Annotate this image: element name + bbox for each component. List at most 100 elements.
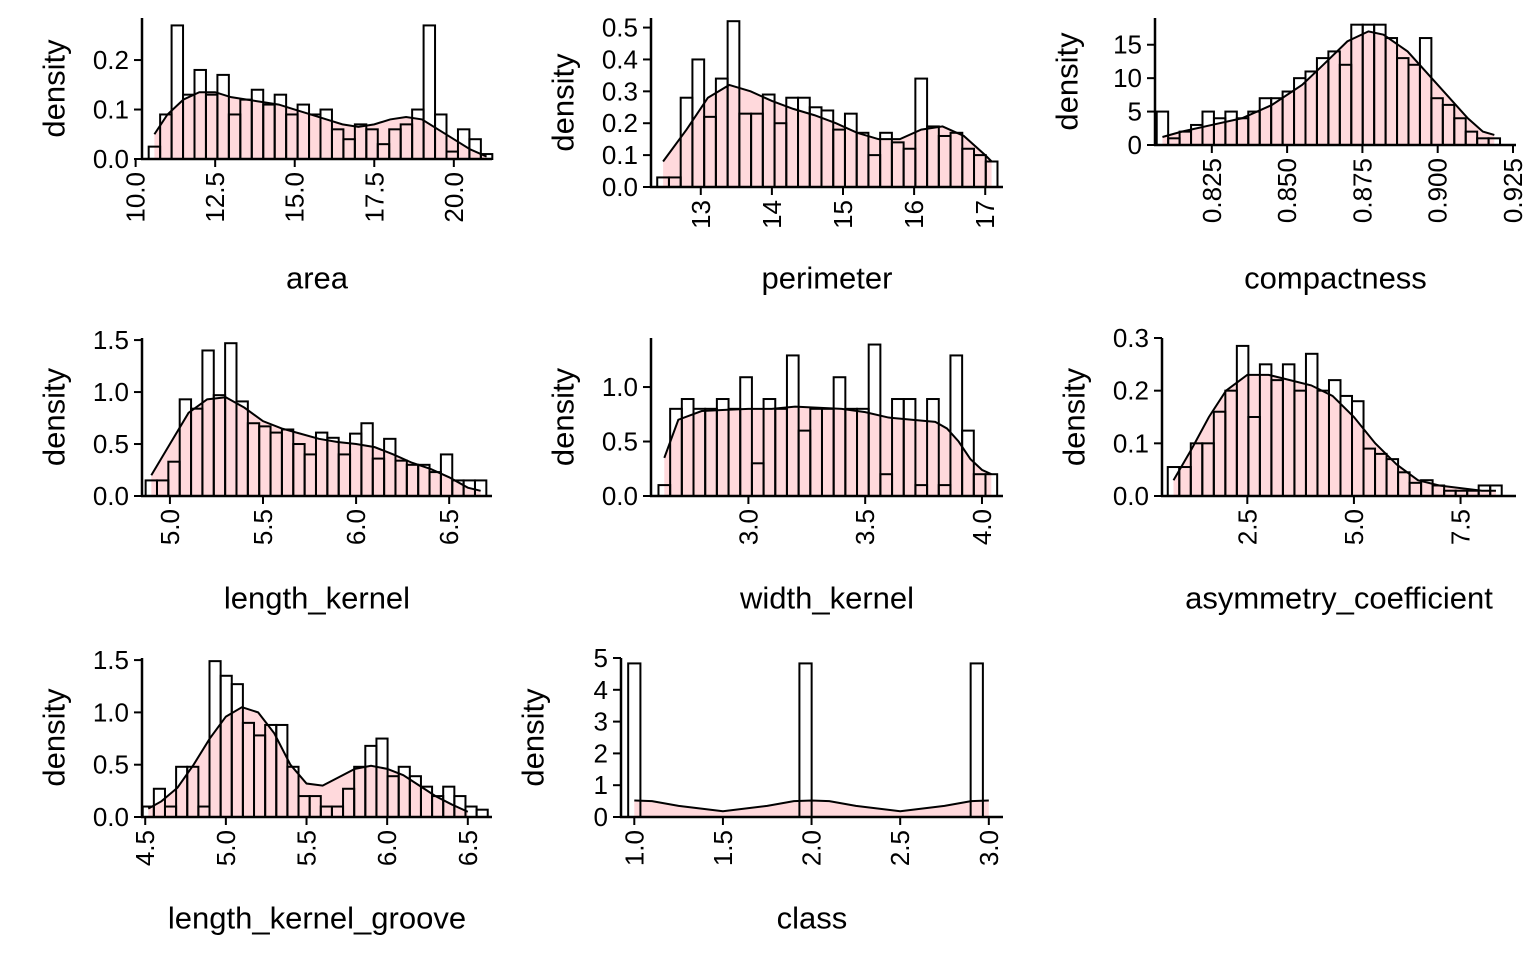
y-tick-label: 0.0: [93, 481, 129, 511]
histogram-bar: [405, 463, 420, 498]
histogram-bar: [163, 805, 178, 818]
histogram-bar: [798, 662, 813, 818]
density-curve: [1172, 373, 1496, 492]
x-tick-label: 6.5: [434, 509, 464, 545]
histogram-bar: [394, 459, 408, 498]
histogram-bar: [797, 429, 812, 497]
x-tick-label: 1.5: [708, 830, 738, 866]
histogram-bar: [371, 457, 386, 497]
x-tick-label: 5.0: [155, 509, 185, 545]
histogram-bar: [1384, 37, 1399, 146]
histogram-bar: [692, 407, 707, 497]
histogram-bar: [342, 138, 356, 161]
x-tick-label: 14: [757, 200, 787, 229]
x-tick-label: 2.5: [885, 830, 915, 866]
density-curve: [1162, 30, 1495, 138]
x-tick-label: 0.875: [1347, 158, 1377, 223]
histogram-bar: [1247, 416, 1261, 497]
histogram-bar: [375, 737, 389, 818]
histogram-bar: [364, 744, 378, 818]
histogram-bar: [422, 24, 437, 161]
x-axis-title: class: [777, 901, 848, 936]
density-area: [1173, 374, 1496, 496]
histogram-bar: [246, 422, 261, 497]
histogram-bar: [326, 436, 340, 498]
panel-width_kernel: 0.0 0.5 1.0 3.0 3.5 4.0 density width_kernel: [546, 338, 1003, 616]
histogram-bar: [219, 674, 233, 819]
y-tick-label: 0.0: [602, 481, 638, 511]
y-tick-label: 0.4: [602, 44, 638, 74]
histogram-bar: [1189, 442, 1204, 497]
histogram-bar: [456, 128, 471, 161]
x-tick-label: 0.925: [1498, 158, 1528, 223]
y-tick-label: 15: [1113, 30, 1142, 60]
density-curve: [634, 799, 989, 813]
panel-length_kernel: 0.0 0.5 1.0 1.5 5.0 5.5 6.0 6.5 density length_ke…: [37, 325, 492, 616]
histogram-bar: [204, 93, 219, 160]
histogram-bar: [727, 407, 742, 497]
histogram-bar: [201, 349, 215, 497]
y-tick-label: 1.0: [602, 372, 638, 402]
histogram-bar: [949, 131, 964, 188]
histogram-bar: [914, 77, 929, 188]
histogram-bar: [1338, 63, 1353, 146]
x-tick-label: 13: [686, 200, 716, 229]
histogram-bar: [762, 398, 777, 497]
histogram-bar: [1281, 363, 1296, 497]
histogram-bar: [926, 398, 940, 497]
x-tick-label: 0.825: [1197, 158, 1227, 223]
y-tick-label: 0.0: [93, 802, 129, 832]
histogram-bar: [147, 145, 162, 161]
histogram-bar: [1155, 110, 1170, 146]
y-tick-label: 0.2: [1113, 376, 1149, 406]
histogram-bar: [1407, 63, 1421, 146]
histogram-bar: [286, 765, 300, 818]
x-axis-title: compactness: [1244, 261, 1427, 296]
x-tick-label: 12.5: [200, 172, 230, 223]
density-curve: [150, 396, 481, 492]
histogram-bar: [262, 103, 276, 160]
y-tick-label: 0.2: [93, 45, 129, 75]
histogram-bar: [961, 429, 975, 497]
histogram-bar: [1441, 103, 1456, 146]
y-tick-label: 0.0: [1113, 481, 1149, 511]
histogram-bar: [1212, 410, 1227, 498]
histogram-bar: [926, 125, 940, 188]
x-tick-label: 3.5: [850, 509, 880, 545]
panel-area: 0.0 0.1 0.2 10.0 12.5 15.0 17.5 20.0 density area: [37, 18, 494, 296]
histogram-bar: [761, 93, 776, 188]
x-tick-label: 20.0: [439, 172, 469, 223]
y-axis-title: density: [37, 367, 72, 466]
histogram-bar: [703, 115, 717, 188]
y-tick-label: 1.5: [93, 645, 129, 675]
y-axis-title: density: [546, 367, 581, 466]
histogram-bar: [809, 407, 823, 497]
histogram-bar: [330, 128, 345, 161]
histogram-bar: [224, 342, 238, 498]
histogram-bar: [774, 407, 788, 497]
histogram-bar: [253, 734, 267, 818]
y-tick-label: 1.0: [93, 377, 129, 407]
x-tick-label: 5.5: [248, 509, 278, 545]
y-tick-label: 0.1: [1113, 428, 1149, 458]
histogram-bar: [342, 787, 356, 819]
histogram-bar: [1453, 117, 1467, 147]
histogram-bar: [258, 425, 272, 497]
x-tick-label: 6.0: [372, 830, 402, 866]
histogram-bar: [1224, 389, 1238, 498]
histogram-bar: [178, 398, 193, 497]
histogram-bar: [330, 805, 345, 818]
density-area: [664, 406, 992, 496]
histogram-bar: [739, 376, 753, 498]
histogram-bar: [1247, 110, 1261, 146]
histogram-bar: [808, 106, 823, 188]
histogram-bar: [353, 765, 367, 818]
histogram-bar: [820, 407, 835, 497]
histogram-bar: [1373, 23, 1387, 146]
histogram-bar: [1396, 57, 1410, 146]
y-tick-label: 0.0: [602, 172, 638, 202]
histogram-bar: [428, 471, 442, 497]
histogram-bar: [1224, 110, 1238, 146]
histogram-bar: [399, 123, 414, 161]
x-tick-label: 4.0: [967, 509, 997, 545]
